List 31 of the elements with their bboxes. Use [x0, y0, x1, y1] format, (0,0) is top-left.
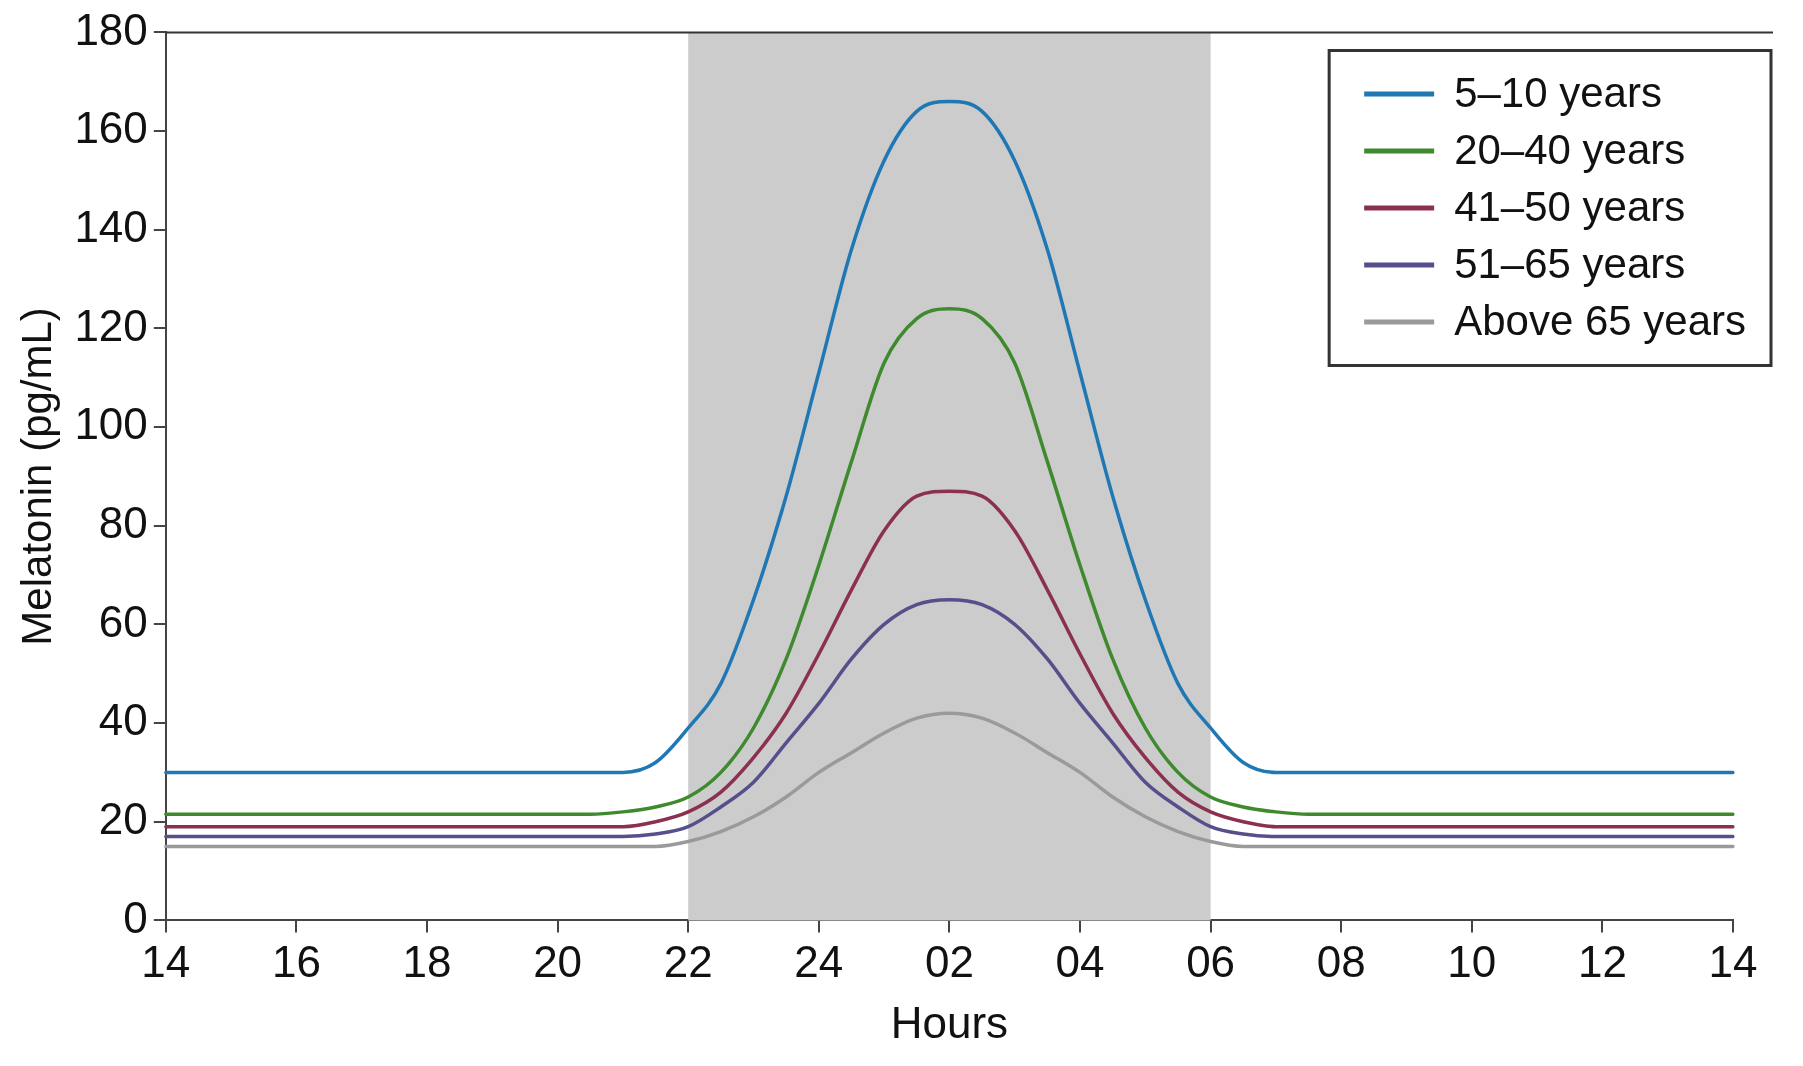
x-tick-label: 02	[924, 936, 974, 986]
x-axis-title: Hours	[890, 997, 1009, 1047]
x-tick-label: 24	[794, 936, 844, 986]
x-tick-label: 14	[1708, 936, 1758, 986]
x-tick-label: 16	[271, 936, 321, 986]
x-tick-label: 10	[1447, 936, 1497, 986]
y-tick-label: 20	[98, 793, 148, 843]
y-tick-label: 40	[98, 695, 148, 745]
x-tick-label: 08	[1316, 936, 1366, 986]
legend-label: Above 65 years	[1454, 297, 1747, 345]
x-tick-label: 06	[1186, 936, 1236, 986]
line-series	[164, 597, 1735, 839]
y-tick-label: 140	[74, 201, 148, 251]
x-tick-label: 12	[1577, 936, 1627, 986]
x-tick-label: 04	[1055, 936, 1105, 986]
legend-label: 51–65 years	[1454, 240, 1686, 288]
y-axis-title: Melatonin (pg/mL)	[12, 307, 60, 646]
legend-label: 5–10 years	[1454, 69, 1662, 117]
y-tick-label: 180	[74, 4, 148, 54]
y-tick-label: 100	[74, 399, 148, 449]
x-tick-label: 20	[533, 936, 583, 986]
y-tick-label: 120	[74, 300, 148, 350]
x-tick-label: 18	[402, 936, 452, 986]
y-tick-label: 60	[98, 596, 148, 646]
y-tick-label: 160	[74, 103, 148, 153]
legend-label: 20–40 years	[1454, 126, 1686, 174]
x-tick-label: 22	[663, 936, 713, 986]
line-series	[164, 711, 1735, 849]
y-tick-label: 80	[98, 497, 148, 547]
legend-label: 41–50 years	[1454, 183, 1686, 231]
line-series	[164, 489, 1735, 829]
